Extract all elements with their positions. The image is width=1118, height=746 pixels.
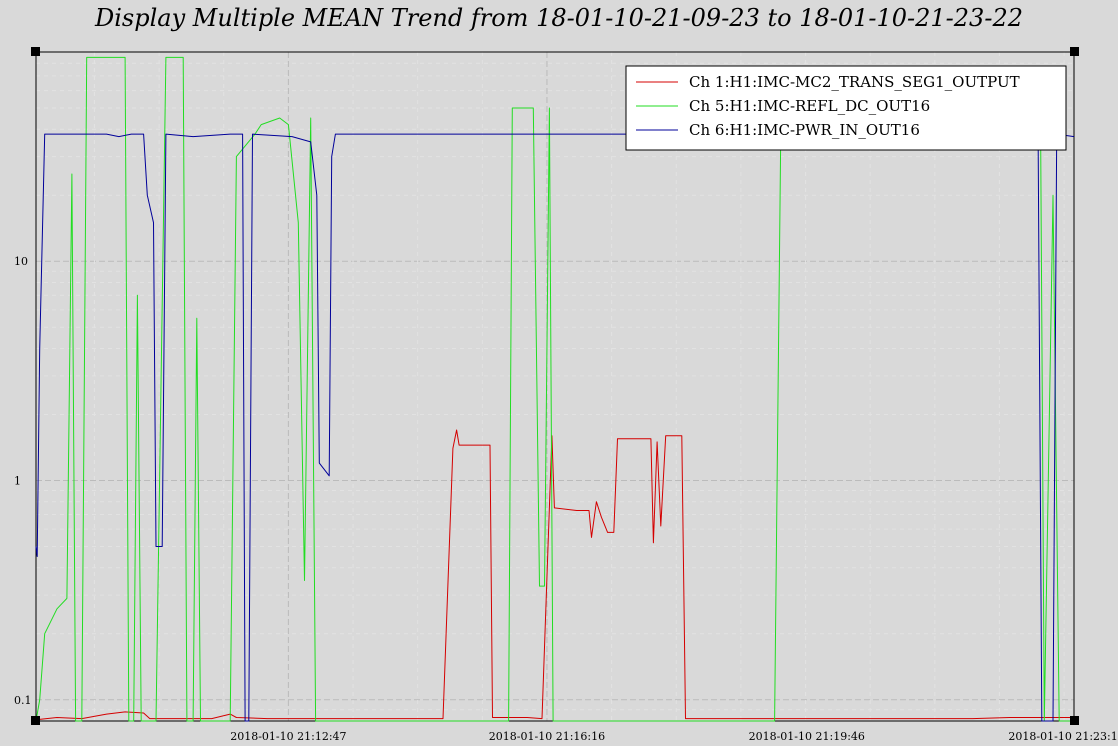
plot-frame	[35, 51, 1075, 722]
legend: Ch 1:H1:IMC-MC2_TRANS_SEG1_OUTPUT Ch 5:H1…	[625, 65, 1067, 151]
legend-label: Ch 6:H1:IMC-PWR_IN_OUT16	[689, 121, 920, 139]
x-tick-label: 2018-01-10 21:12:47	[230, 730, 346, 743]
grid-lines	[36, 51, 1074, 722]
y-tick-label: 10	[14, 255, 28, 268]
legend-box	[625, 65, 1067, 151]
y-tick-label: 0.1	[14, 694, 32, 707]
series-line	[35, 133, 1075, 722]
x-tick-label: 2018-01-10 21:19:46	[749, 730, 865, 743]
legend-label: Ch 1:H1:IMC-MC2_TRANS_SEG1_OUTPUT	[689, 73, 1020, 91]
legend-label: Ch 5:H1:IMC-REFL_DC_OUT16	[689, 97, 930, 115]
y-tick-label: 1	[14, 474, 21, 487]
series-line	[35, 429, 1074, 721]
x-tick-label: 2018-01-10 21:23:16	[1008, 730, 1118, 743]
x-tick-label: 2018-01-10 21:16:16	[489, 730, 605, 743]
axis-labels: 0.1 1 10 2018-01-10 21:12:47 2018-01-10 21:1…	[14, 255, 1118, 743]
corner-markers	[31, 47, 1079, 725]
chart-title: Display Multiple MEAN Trend from 18-01-1…	[95, 4, 1023, 32]
series-line	[35, 56, 1074, 722]
